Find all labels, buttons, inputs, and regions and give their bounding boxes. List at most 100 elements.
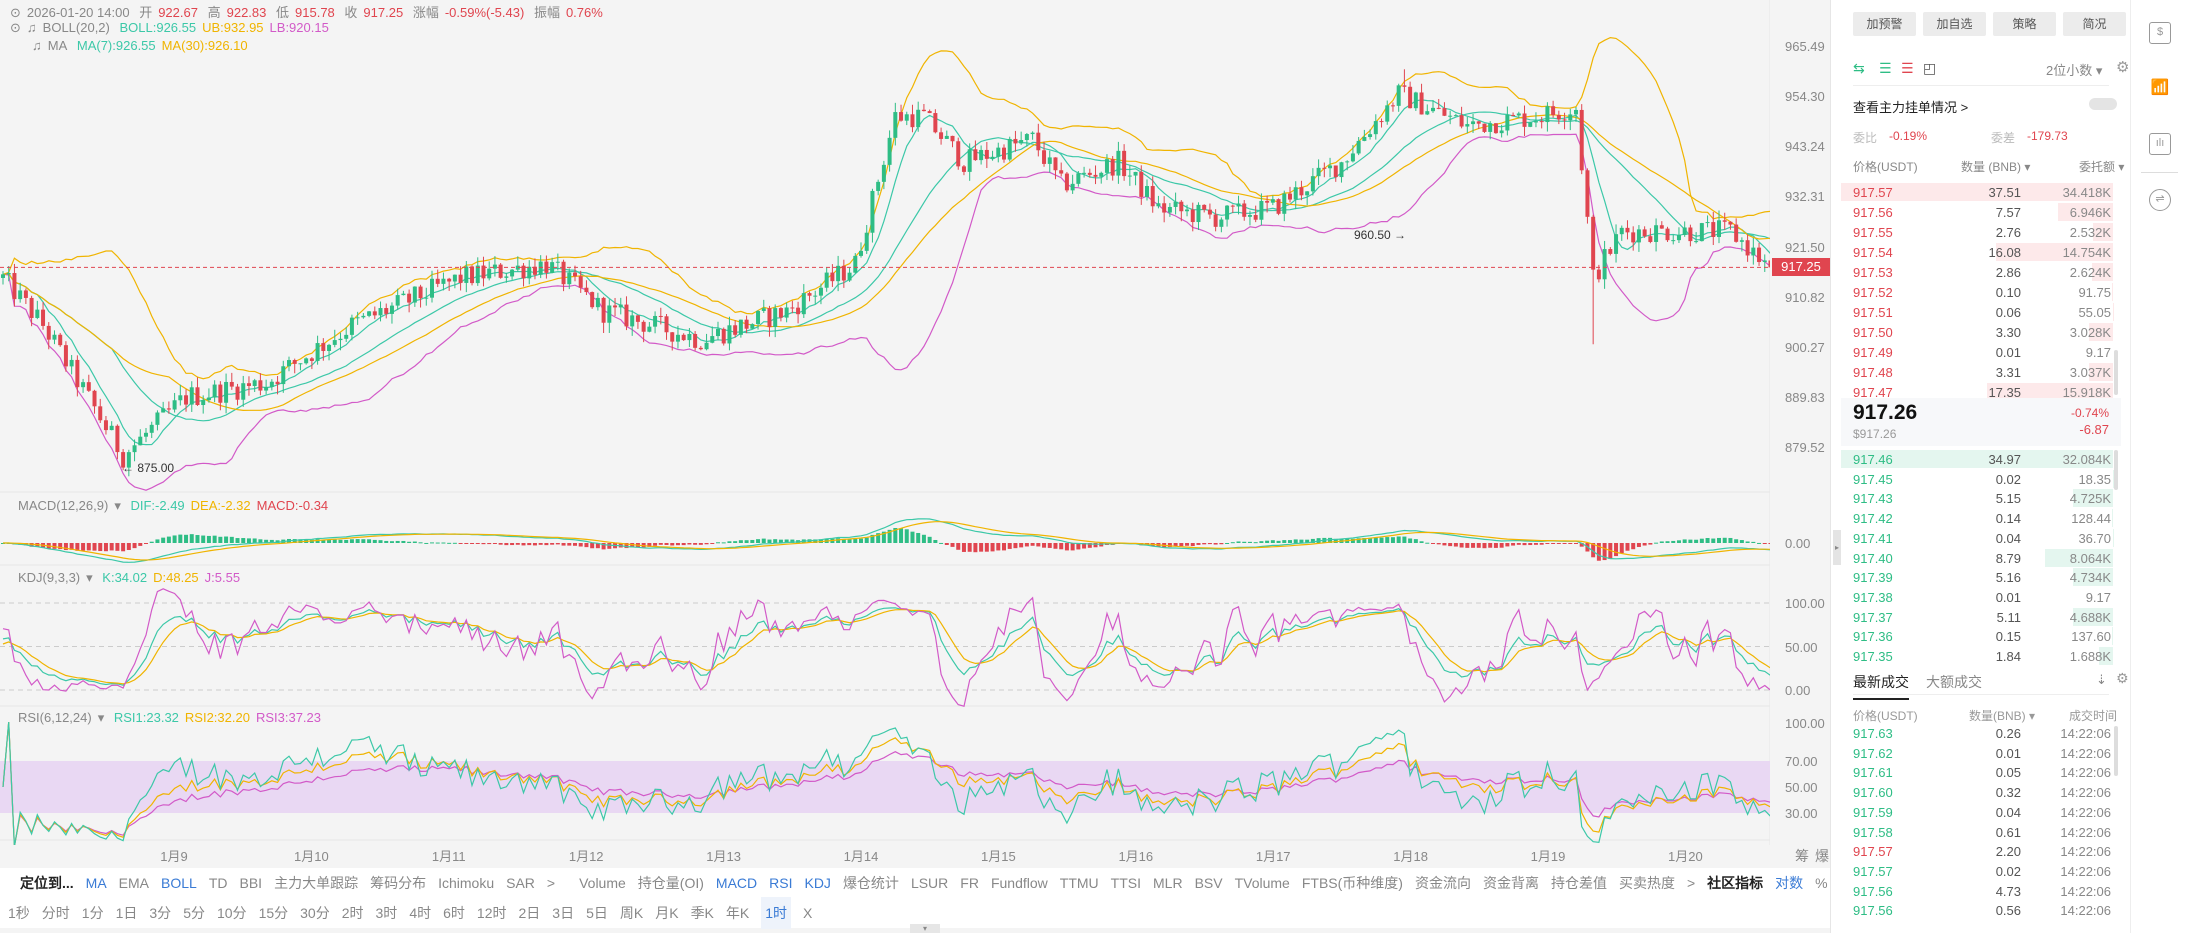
toolbar-item-17[interactable]: 爆仓统计 [842,875,899,891]
bid-row[interactable]: 917.40 8.79 8.064K [1831,548,2121,568]
toolbar-item-28[interactable]: 资金背离 [1482,875,1539,891]
toolbar-item-1[interactable]: MA [85,875,107,891]
col-qty[interactable]: 数量 (BNB) ▾ [1961,160,2031,174]
bids-scrollbar[interactable] [2114,450,2118,490]
book-depth-icon[interactable]: ◰ [1923,60,1937,76]
collapse-icon[interactable]: ⊙ [10,5,21,20]
toolbar-item-8[interactable]: 30分 [300,905,330,921]
filter-icon[interactable]: ⇣ [2096,672,2107,687]
toolbar-item-23[interactable]: MLR [1153,875,1183,891]
panel-button-0[interactable]: 加预警 [1853,12,1916,36]
trades-scrollbar[interactable] [2114,726,2118,776]
ask-row[interactable]: 917.52 0.10 91.75 [1831,282,2121,302]
toolbar-item-16[interactable]: 5日 [586,905,608,921]
kline-chart[interactable] [0,0,1770,845]
toolbar-item-8[interactable]: Ichimoku [438,875,495,891]
toolbar-item-16[interactable]: KDJ [804,875,831,891]
toolbar-item-14[interactable]: 2日 [518,905,541,921]
toolbar-item-25[interactable]: TVolume [1234,875,1290,891]
toolbar-item-30[interactable]: 买卖热度 [1618,875,1675,891]
toolbar-item-9[interactable]: SAR [506,875,535,891]
bid-row[interactable]: 917.41 0.04 36.70 [1831,528,2121,548]
toolbar-item-0[interactable]: 1秒 [8,905,30,921]
ask-row[interactable]: 917.53 2.86 2.624K [1831,262,2121,282]
growth-chart-icon[interactable]: 📶 [2150,79,2170,96]
bid-row[interactable]: 917.42 0.14 128.44 [1831,508,2121,528]
toolbar-item-20[interactable]: 年K [725,905,750,921]
book-both-icon[interactable]: ⇆ [1853,60,1865,76]
toolbar-item-19[interactable]: 季K [690,905,714,921]
ask-row[interactable]: 917.56 7.57 6.946K [1831,202,2121,222]
dropdown-icon[interactable]: ▾ [97,710,105,725]
toolbar-item-6[interactable]: 10分 [216,905,247,921]
bell-icon[interactable]: ♫ [32,38,42,53]
toolbar-item-12[interactable]: 6时 [443,905,465,921]
asks-scrollbar[interactable] [2114,350,2118,395]
toolbar-item-14[interactable]: MACD [715,875,758,891]
toolbar-item-21[interactable]: 1时 [761,897,792,929]
toolbar-item-4[interactable]: TD [208,875,228,891]
panel-button-2[interactable]: 策略 [1993,12,2056,36]
main-orders-toggle[interactable] [2089,98,2117,110]
bar-chart-icon[interactable]: ılı [2149,133,2171,155]
toolbar-item-4[interactable]: 3分 [149,905,172,921]
toolbar-item-34[interactable]: % [1815,875,1828,891]
tab-latest-trades[interactable]: 最新成交 [1853,672,1909,700]
toolbar-item-19[interactable]: FR [960,875,979,891]
settings-icon[interactable]: ⚙ [2116,670,2129,686]
toolbar-item-31[interactable]: > [1686,875,1696,891]
bell-icon[interactable]: ♫ [26,20,37,35]
toolbar-item-7[interactable]: 筹码分布 [370,875,427,891]
bid-row[interactable]: 917.45 0.02 18.35 [1831,469,2121,489]
toolbar-item-12[interactable]: Volume [579,875,626,891]
toolbar-item-17[interactable]: 周K [619,905,644,921]
bid-row[interactable]: 917.38 0.01 9.17 [1831,587,2121,607]
col-amount[interactable]: 委托额 ▾ [2079,160,2125,174]
toolbar-item-22[interactable]: X [803,905,813,921]
toolbar-item-15[interactable]: RSI [769,875,793,891]
trade-col-qty[interactable]: 数量(BNB) ▾ [1969,709,2036,723]
ask-row[interactable]: 917.57 37.51 34.418K [1831,182,2121,202]
ask-row[interactable]: 917.54 16.08 14.754K [1831,242,2121,262]
toolbar-item-5[interactable]: BBI [239,875,263,891]
toolbar-item-13[interactable]: 持仓量(OI) [637,875,704,891]
bid-row[interactable]: 917.43 5.15 4.725K [1831,488,2121,508]
toolbar-item-9[interactable]: 2时 [341,905,364,921]
toolbar-item-3[interactable]: BOLL [161,875,197,891]
settings-icon[interactable]: ⚙ [2116,59,2130,76]
toolbar-item-24[interactable]: BSV [1194,875,1223,891]
toolbar-item-6[interactable]: 主力大单跟踪 [274,875,359,891]
toolbar-item-10[interactable]: > [546,875,556,891]
bid-row[interactable]: 917.37 5.11 4.688K [1831,607,2121,627]
ask-row[interactable]: 917.51 0.06 55.05 [1831,302,2121,322]
bid-row[interactable]: 917.46 34.97 32.084K [1831,449,2121,469]
toolbar-item-3[interactable]: 1日 [115,905,138,921]
toolbar-item-21[interactable]: TTMU [1059,875,1099,891]
expand-handle[interactable]: ▸ [1833,530,1841,565]
toolbar-item-0[interactable]: 定位到... [20,875,74,891]
main-orders-link[interactable]: 查看主力挂单情况 > [1853,100,1969,115]
toolbar-item-5[interactable]: 5分 [183,905,205,921]
ask-row[interactable]: 917.50 3.30 3.028K [1831,322,2121,342]
toolbar-item-7[interactable]: 15分 [258,905,289,921]
ask-row[interactable]: 917.48 3.31 3.037K [1831,362,2121,382]
toolbar-item-11[interactable]: 4时 [409,905,432,921]
book-asks-icon[interactable]: ☰ [1901,60,1914,76]
liquidation-button[interactable]: 爆 [1815,848,1829,864]
book-bids-icon[interactable]: ☰ [1879,60,1892,76]
toolbar-item-10[interactable]: 3时 [375,905,398,921]
tab-large-trades[interactable]: 大额成交 [1926,674,1982,690]
toolbar-item-20[interactable]: Fundflow [990,875,1048,891]
bid-row[interactable]: 917.36 0.15 137.60 [1831,626,2121,646]
toolbar-item-29[interactable]: 持仓差值 [1550,875,1607,891]
toolbar-item-2[interactable]: EMA [118,875,150,891]
toolbar-item-22[interactable]: TTSI [1110,875,1142,891]
ask-row[interactable]: 917.55 2.76 2.532K [1831,222,2121,242]
ask-row[interactable]: 917.49 0.01 9.17 [1831,342,2121,362]
dollar-icon[interactable]: $ [2149,22,2171,44]
toolbar-item-26[interactable]: FTBS(币种维度) [1301,875,1403,891]
toolbar-item-13[interactable]: 12时 [476,905,507,921]
bid-row[interactable]: 917.35 1.84 1.688K [1831,646,2121,666]
chip-button[interactable]: 筹 [1795,848,1809,864]
panel-button-1[interactable]: 加自选 [1923,12,1986,36]
